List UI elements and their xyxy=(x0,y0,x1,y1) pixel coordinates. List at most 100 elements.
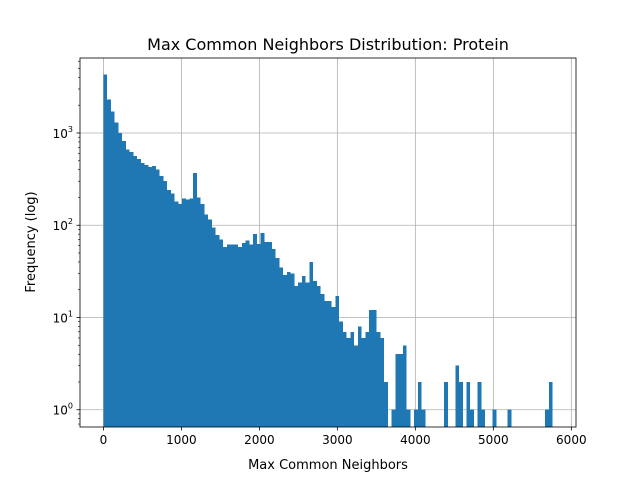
histogram-bar xyxy=(211,227,216,427)
histogram-bar xyxy=(384,381,388,427)
histogram-bar xyxy=(406,409,411,427)
histogram-bar xyxy=(107,99,111,428)
histogram-bar xyxy=(185,199,190,427)
histogram-bar xyxy=(103,74,108,427)
histogram-bar xyxy=(174,201,179,427)
histogram-bar xyxy=(320,293,325,427)
histogram-bar xyxy=(414,409,418,427)
histogram-bar xyxy=(339,321,343,427)
x-tick-label: 0 xyxy=(100,433,108,447)
histogram-bar xyxy=(548,381,553,427)
histogram-bar xyxy=(223,247,227,427)
histogram-bar xyxy=(459,381,463,427)
histogram-bar xyxy=(122,140,126,427)
histogram-bar xyxy=(477,381,482,427)
histogram-bar xyxy=(391,409,396,427)
histogram-bar xyxy=(118,132,123,427)
histogram-bars xyxy=(103,74,553,428)
histogram-bar xyxy=(380,337,385,427)
histogram-bar xyxy=(331,306,336,427)
histogram-bar xyxy=(313,280,317,427)
x-tick-label: 4000 xyxy=(400,433,431,447)
x-axis-ticks: 0 1000 2000 3000 4000 5000 6000 xyxy=(100,427,587,447)
histogram-bar xyxy=(316,285,321,427)
histogram-bar xyxy=(182,198,186,427)
histogram-bar xyxy=(395,354,400,427)
x-tick-label: 3000 xyxy=(322,433,353,447)
histogram-bar xyxy=(219,239,224,427)
y-tick-label: 100 xyxy=(53,402,73,418)
histogram-bar xyxy=(170,193,175,427)
histogram-bar xyxy=(260,233,265,427)
histogram-bar xyxy=(275,258,280,427)
histogram-bar xyxy=(238,247,242,427)
histogram-bar xyxy=(140,163,145,427)
histogram-bar xyxy=(271,249,276,427)
histogram-bar xyxy=(286,272,291,427)
histogram-bar xyxy=(305,282,310,427)
y-tick-label: 103 xyxy=(53,125,73,141)
x-tick-label: 5000 xyxy=(478,433,509,447)
histogram-bar xyxy=(152,165,156,427)
histogram-bar xyxy=(298,282,302,427)
plot-frame xyxy=(79,57,577,428)
histogram-bar xyxy=(294,285,299,427)
histogram-bar xyxy=(264,241,269,427)
histogram-bar xyxy=(335,296,340,427)
y-tick-label: 101 xyxy=(53,309,73,325)
histogram-bar xyxy=(507,409,512,427)
histogram-bar xyxy=(125,149,130,427)
y-axis-label: Frequency (log) xyxy=(24,191,39,292)
histogram-bar xyxy=(241,243,246,427)
histogram-bar xyxy=(196,197,201,427)
histogram-bar xyxy=(346,337,351,427)
histogram-bar xyxy=(545,409,549,427)
histogram-bar xyxy=(155,169,160,427)
histogram-bar xyxy=(365,331,370,427)
histogram-bar xyxy=(324,301,328,427)
histogram-bar xyxy=(114,122,119,427)
histogram-bar xyxy=(178,203,183,427)
histogram-bar xyxy=(133,156,138,427)
histogram-bar xyxy=(455,365,460,427)
histogram-bar xyxy=(481,409,486,427)
histogram-bar xyxy=(234,244,239,427)
histogram-bar xyxy=(290,273,295,427)
histogram-bar xyxy=(369,310,373,427)
histogram-bar xyxy=(399,354,403,427)
axes-frame xyxy=(79,57,577,428)
histogram-bar xyxy=(144,164,149,427)
histogram-bar xyxy=(253,234,257,427)
y-tick-label: 102 xyxy=(53,217,73,233)
histogram-bar xyxy=(301,276,306,427)
chart-title: Max Common Neighbors Distribution: Prote… xyxy=(147,35,509,54)
histogram-bar xyxy=(372,310,377,427)
histogram-bar xyxy=(268,241,272,427)
histogram-bar xyxy=(230,244,235,427)
histogram-bar xyxy=(256,243,261,427)
histogram-bar xyxy=(376,331,381,427)
histogram-bar xyxy=(226,244,231,427)
histogram-bar xyxy=(148,166,153,428)
histogram-bar xyxy=(193,172,197,427)
histogram-bar xyxy=(417,381,422,427)
x-tick-label: 1000 xyxy=(166,433,197,447)
histogram-bar xyxy=(159,176,164,427)
histogram-bar xyxy=(279,267,284,427)
histogram-bar xyxy=(466,381,471,427)
x-tick-label: 6000 xyxy=(556,433,587,447)
histogram-bar xyxy=(249,244,254,427)
x-axis-label: Max Common Neighbors xyxy=(248,458,408,473)
histogram-bar xyxy=(309,261,314,427)
x-tick-label: 2000 xyxy=(244,433,275,447)
histogram-bar xyxy=(215,235,220,427)
histogram-bar xyxy=(208,219,212,427)
histogram-bar xyxy=(189,198,194,427)
histogram-bar xyxy=(110,111,115,427)
histogram-bar xyxy=(421,409,426,427)
histogram-bar xyxy=(444,381,448,427)
histogram-bar xyxy=(342,331,347,427)
histogram-bar xyxy=(350,331,355,427)
histogram-bar xyxy=(129,152,134,427)
